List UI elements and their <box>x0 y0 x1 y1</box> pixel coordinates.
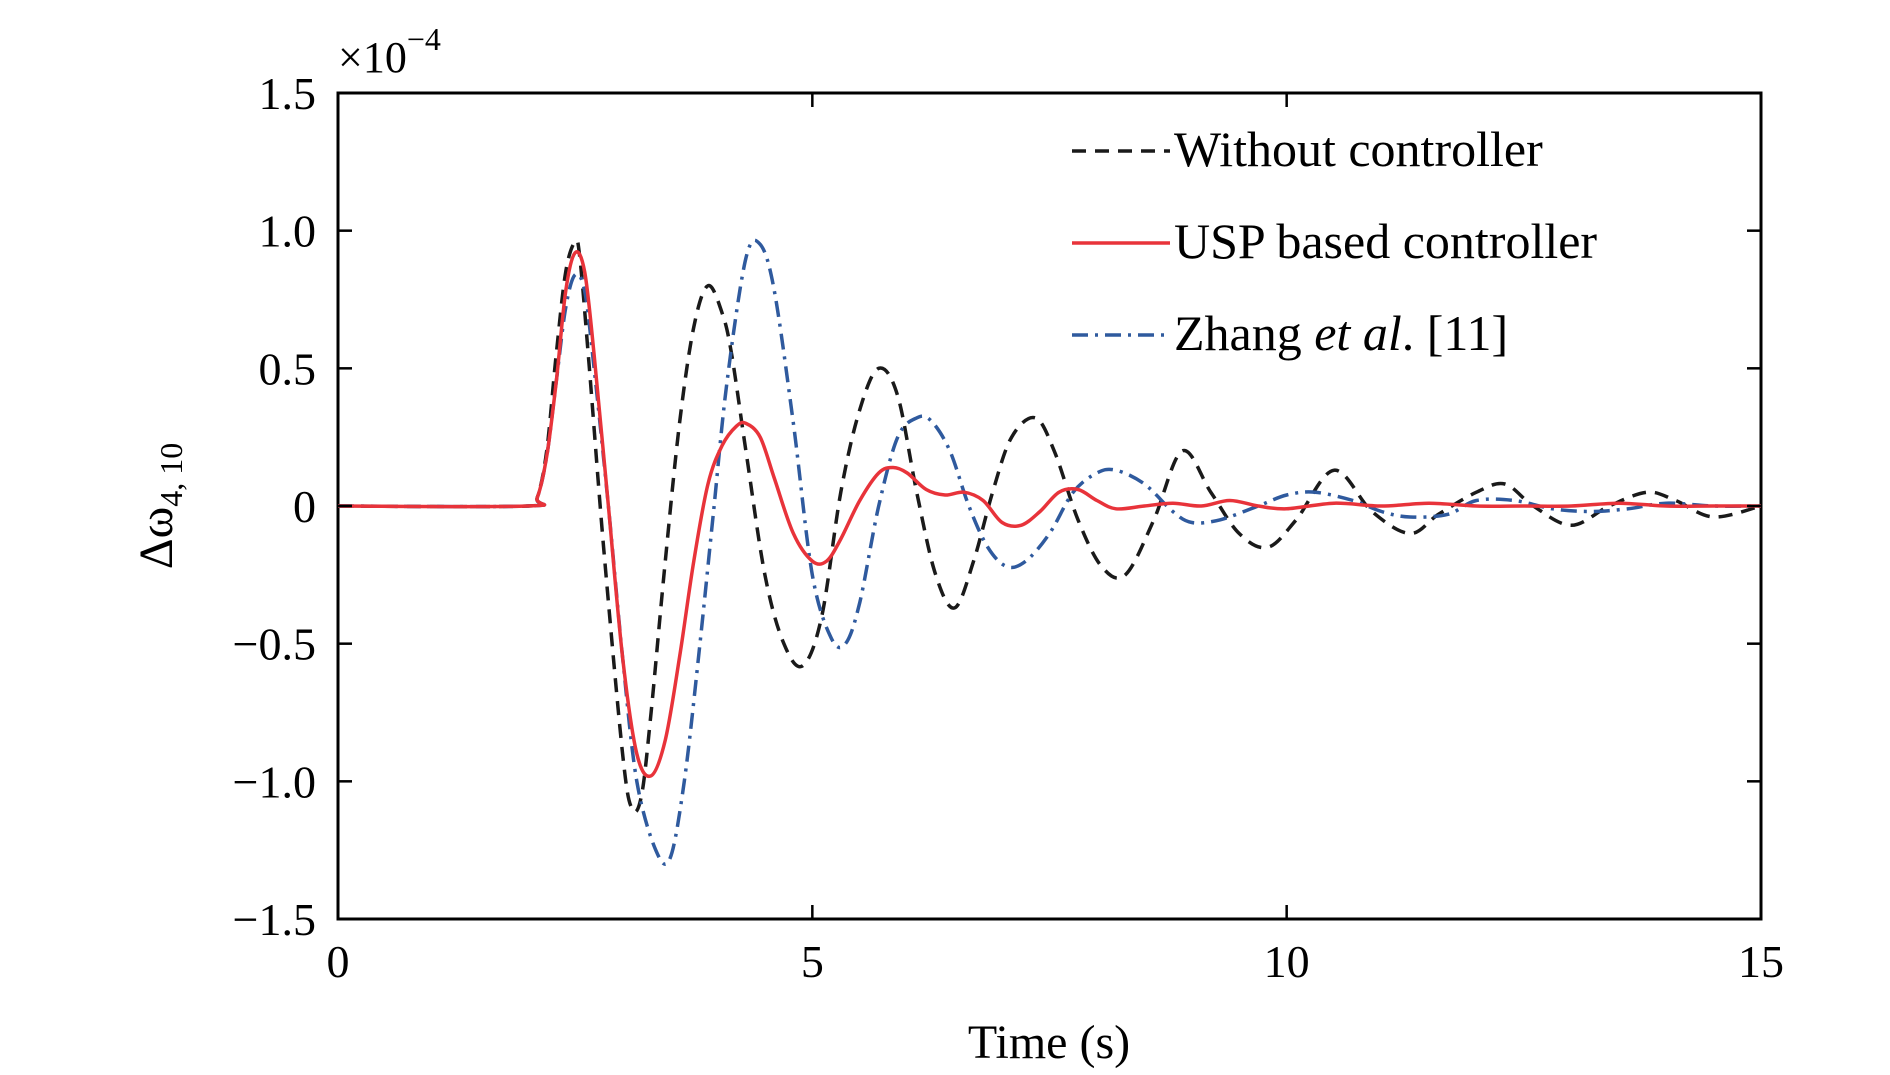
y-tick-label: −1.0 <box>233 756 316 807</box>
legend-label-part: Without controller <box>1174 121 1543 177</box>
series-line-2 <box>337 238 1762 866</box>
x-tick-label: 0 <box>327 936 350 987</box>
legend-label-part: USP based controller <box>1174 213 1597 269</box>
y-multiplier-base: ×10 <box>338 33 407 82</box>
x-tick-label: 10 <box>1264 936 1310 987</box>
y-axis-title: Δω4, 10 <box>130 443 189 569</box>
y-tick-label: 1.0 <box>259 206 317 257</box>
y-axis-title-subscript: 4, 10 <box>153 443 189 507</box>
series-line-0 <box>337 238 1762 814</box>
x-axis-title: Time (s) <box>968 1016 1130 1069</box>
legend-label-part: et al <box>1314 305 1401 361</box>
y-axis-title-main: Δω <box>130 507 183 569</box>
legend-label-part: Zhang <box>1174 305 1314 361</box>
y-tick-label: 1.5 <box>259 68 317 119</box>
legend-label: Without controller <box>1174 121 1543 177</box>
legend-label: Zhang et al. [11] <box>1174 305 1508 361</box>
y-multiplier-exponent: −4 <box>407 21 441 57</box>
legend-label-part: . [11] <box>1402 305 1508 361</box>
series-line-1 <box>337 250 1761 779</box>
x-tick-label: 15 <box>1738 936 1784 987</box>
ticks-layer: 0 5 10 15 −1.5 −1.0 −0.5 0 0.5 1.0 1.5 <box>233 68 1784 987</box>
y-tick-label: 0.5 <box>259 343 317 394</box>
y-multiplier: ×10−4 <box>338 21 441 82</box>
legend: Without controller USP based controller Zh… <box>1072 121 1597 361</box>
legend-label: USP based controller <box>1174 213 1597 269</box>
y-tick-label: −0.5 <box>233 619 316 670</box>
x-tick-label: 5 <box>801 936 824 987</box>
series-layer <box>337 238 1762 866</box>
y-tick-label: 0 <box>293 481 316 532</box>
y-tick-label: −1.5 <box>233 894 316 945</box>
